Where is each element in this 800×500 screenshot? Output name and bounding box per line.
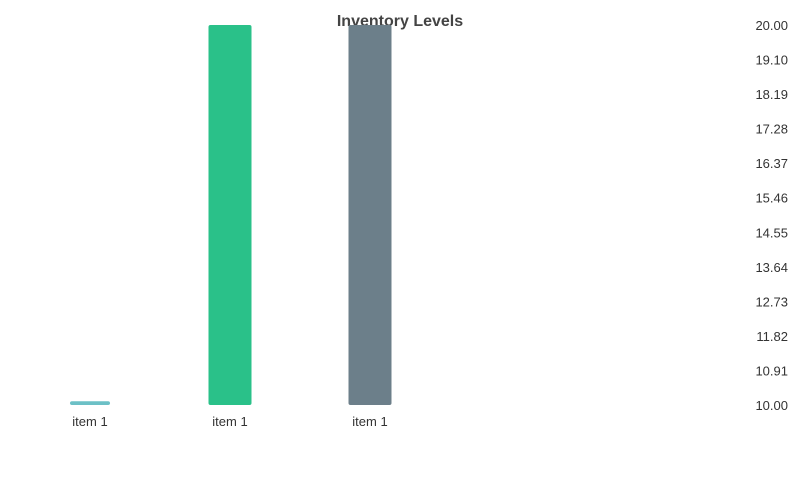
y-tick-label: 20.00 (755, 18, 788, 33)
y-tick-label: 12.73 (755, 294, 788, 309)
y-tick-label: 17.28 (755, 122, 788, 137)
y-tick-label: 10.00 (755, 398, 788, 413)
category-labels: item 1 item 1 item 1 (72, 414, 387, 429)
y-tick-label: 11.82 (756, 329, 788, 344)
bar-3 (348, 25, 392, 405)
bar-2 (208, 25, 252, 405)
y-tick-label: 10.91 (755, 363, 788, 378)
category-label-1: item 1 (72, 414, 107, 429)
category-label-3: item 1 (352, 414, 387, 429)
y-axis-ticks: 10.00 10.91 11.82 12.73 13.64 14.55 15.46 16.37… (755, 18, 788, 413)
y-tick-label: 19.10 (755, 53, 788, 68)
y-tick-label: 18.19 (755, 87, 788, 102)
y-tick-label: 15.46 (755, 191, 788, 206)
y-tick-label: 14.55 (755, 225, 788, 240)
y-tick-label: 16.37 (755, 156, 788, 171)
bar-1 (70, 401, 110, 405)
bars-group (70, 25, 392, 405)
category-label-2: item 1 (212, 414, 247, 429)
y-tick-label: 13.64 (755, 260, 788, 275)
